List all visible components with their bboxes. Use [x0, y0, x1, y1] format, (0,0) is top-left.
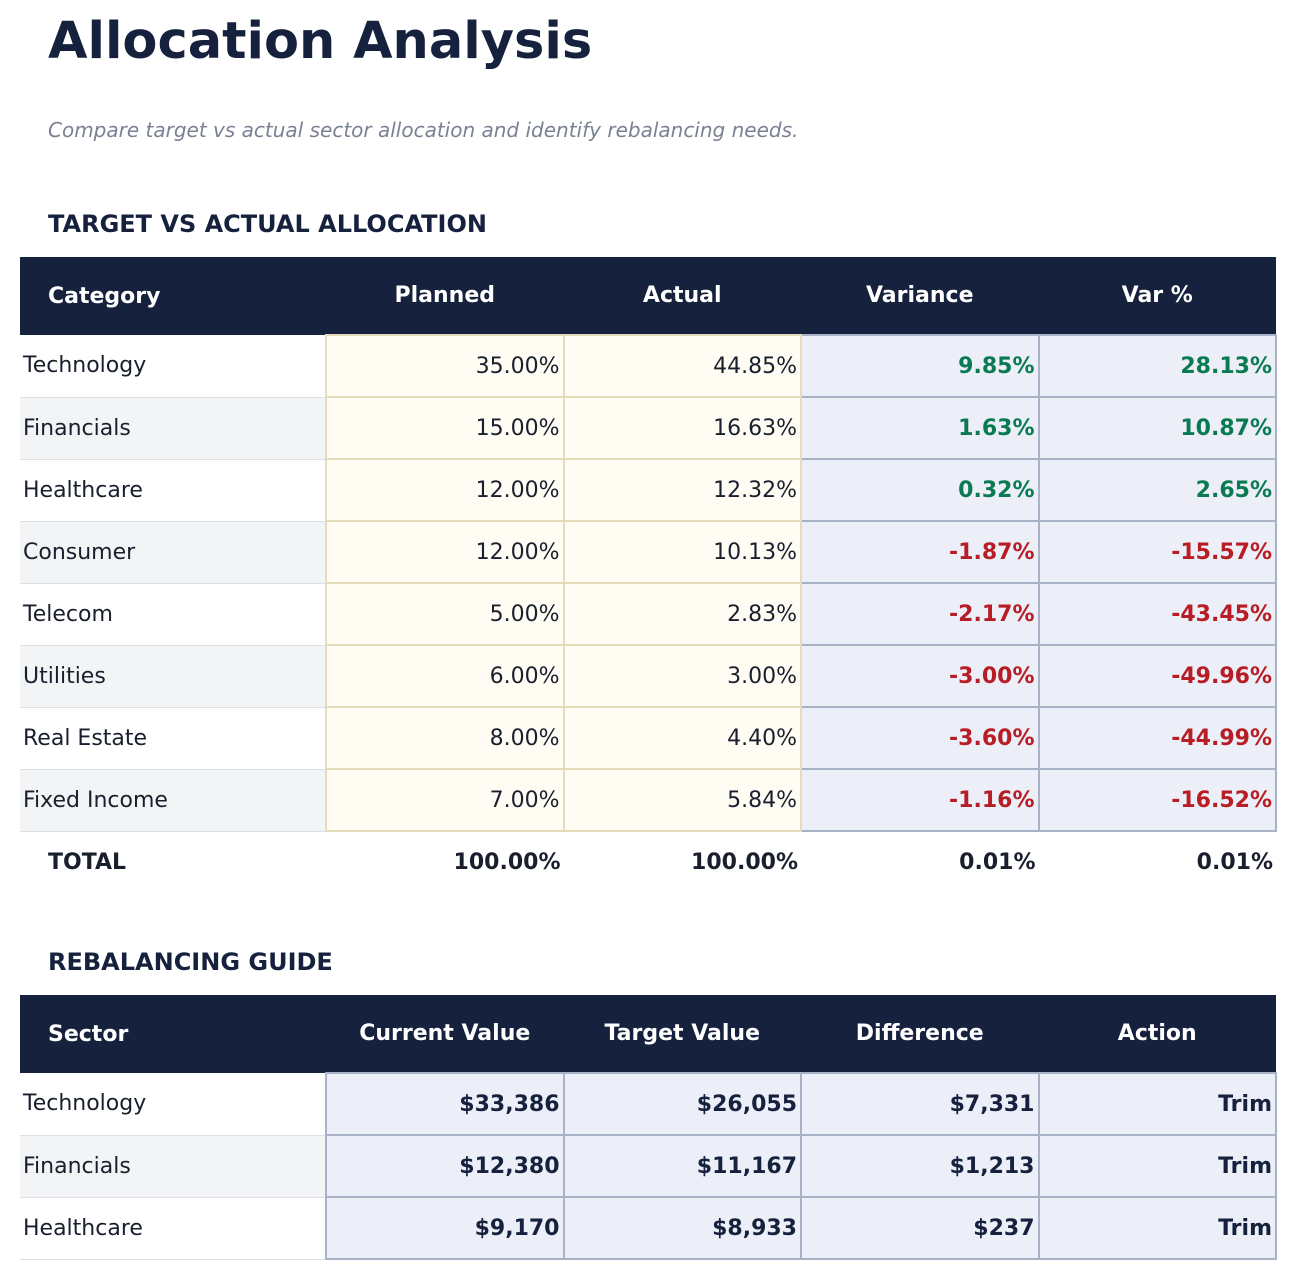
category-cell: Financials	[20, 397, 326, 460]
table-row: Technology $33,386 $26,055 $7,331 Trim	[20, 1072, 1277, 1136]
difference-cell: $1,213	[800, 1134, 1040, 1198]
planned-cell: 35.00%	[325, 334, 565, 398]
category-cell: Technology	[20, 335, 326, 398]
var-pct-cell: 2.65%	[1037, 458, 1277, 522]
column-header: Current Value	[326, 995, 564, 1073]
total-variance: 0.01%	[801, 831, 1039, 893]
rebalancing-header-row: Sector Current Value Target Value Differenc…	[20, 995, 1276, 1073]
difference-cell: $7,331	[800, 1072, 1040, 1136]
target-value-cell: $26,055	[562, 1072, 802, 1136]
category-cell: Fixed Income	[20, 769, 326, 832]
table-row: Technology 35.00% 44.85% 9.85% 28.13%	[20, 334, 1277, 398]
table-row: Financials $12,380 $11,167 $1,213 Trim	[20, 1134, 1277, 1198]
planned-cell: 12.00%	[325, 520, 565, 584]
actual-cell: 2.83%	[562, 582, 802, 646]
category-cell: Utilities	[20, 645, 326, 708]
current-value-cell: $12,380	[325, 1134, 565, 1198]
difference-cell: $237	[800, 1196, 1040, 1260]
sector-cell: Healthcare	[20, 1197, 326, 1260]
allocation-heading: TARGET VS ACTUAL ALLOCATION	[48, 210, 487, 238]
action-cell: Trim	[1037, 1196, 1277, 1260]
column-header: Sector	[20, 995, 326, 1073]
planned-cell: 12.00%	[325, 458, 565, 522]
total-var-pct: 0.01%	[1038, 831, 1276, 893]
action-cell: Trim	[1037, 1134, 1277, 1198]
actual-cell: 5.84%	[562, 768, 802, 832]
total-row: TOTAL 100.00% 100.00% 0.01% 0.01%	[20, 831, 1276, 893]
current-value-cell: $9,170	[325, 1196, 565, 1260]
table-row: Financials 15.00% 16.63% 1.63% 10.87%	[20, 396, 1277, 460]
rebalancing-table: Sector Current Value Target Value Differenc…	[20, 995, 1277, 1260]
planned-cell: 5.00%	[325, 582, 565, 646]
actual-cell: 12.32%	[562, 458, 802, 522]
total-planned: 100.00%	[326, 831, 564, 893]
page-subtitle: Compare target vs actual sector allocati…	[48, 118, 799, 142]
column-header: Difference	[801, 995, 1039, 1073]
variance-cell: 0.32%	[800, 458, 1040, 522]
table-row: Fixed Income 7.00% 5.84% -1.16% -16.52%	[20, 768, 1277, 832]
planned-cell: 15.00%	[325, 396, 565, 460]
variance-cell: -3.00%	[800, 644, 1040, 708]
var-pct-cell: 28.13%	[1037, 334, 1277, 398]
table-row: Telecom 5.00% 2.83% -2.17% -43.45%	[20, 582, 1277, 646]
variance-cell: 1.63%	[800, 396, 1040, 460]
var-pct-cell: -44.99%	[1037, 706, 1277, 770]
table-row: Healthcare $9,170 $8,933 $237 Trim	[20, 1196, 1277, 1260]
column-header: Planned	[326, 257, 564, 335]
variance-cell: -1.87%	[800, 520, 1040, 584]
var-pct-cell: 10.87%	[1037, 396, 1277, 460]
column-header: Var %	[1038, 257, 1276, 335]
column-header: Actual	[563, 257, 801, 335]
total-actual: 100.00%	[563, 831, 801, 893]
category-cell: Real Estate	[20, 707, 326, 770]
category-cell: Consumer	[20, 521, 326, 584]
table-row: Consumer 12.00% 10.13% -1.87% -15.57%	[20, 520, 1277, 584]
column-header: Target Value	[563, 995, 801, 1073]
var-pct-cell: -43.45%	[1037, 582, 1277, 646]
actual-cell: 44.85%	[562, 334, 802, 398]
action-cell: Trim	[1037, 1072, 1277, 1136]
sector-cell: Financials	[20, 1135, 326, 1198]
actual-cell: 10.13%	[562, 520, 802, 584]
var-pct-cell: -15.57%	[1037, 520, 1277, 584]
table-row: Healthcare 12.00% 12.32% 0.32% 2.65%	[20, 458, 1277, 522]
actual-cell: 3.00%	[562, 644, 802, 708]
target-value-cell: $11,167	[562, 1134, 802, 1198]
current-value-cell: $33,386	[325, 1072, 565, 1136]
page-title: Allocation Analysis	[48, 12, 593, 71]
allocation-table: Category Planned Actual Variance Var % Techn…	[20, 257, 1277, 893]
var-pct-cell: -16.52%	[1037, 768, 1277, 832]
table-row: Utilities 6.00% 3.00% -3.00% -49.96%	[20, 644, 1277, 708]
planned-cell: 7.00%	[325, 768, 565, 832]
category-cell: Healthcare	[20, 459, 326, 522]
actual-cell: 4.40%	[562, 706, 802, 770]
column-header: Category	[20, 257, 326, 335]
table-row: Real Estate 8.00% 4.40% -3.60% -44.99%	[20, 706, 1277, 770]
actual-cell: 16.63%	[562, 396, 802, 460]
planned-cell: 8.00%	[325, 706, 565, 770]
variance-cell: -1.16%	[800, 768, 1040, 832]
var-pct-cell: -49.96%	[1037, 644, 1277, 708]
total-label: TOTAL	[20, 831, 326, 893]
planned-cell: 6.00%	[325, 644, 565, 708]
target-value-cell: $8,933	[562, 1196, 802, 1260]
column-header: Action	[1038, 995, 1276, 1073]
category-cell: Telecom	[20, 583, 326, 646]
column-header: Variance	[801, 257, 1039, 335]
variance-cell: -2.17%	[800, 582, 1040, 646]
sector-cell: Technology	[20, 1073, 326, 1136]
rebalancing-heading: REBALANCING GUIDE	[48, 948, 333, 976]
variance-cell: -3.60%	[800, 706, 1040, 770]
allocation-header-row: Category Planned Actual Variance Var %	[20, 257, 1276, 335]
variance-cell: 9.85%	[800, 334, 1040, 398]
